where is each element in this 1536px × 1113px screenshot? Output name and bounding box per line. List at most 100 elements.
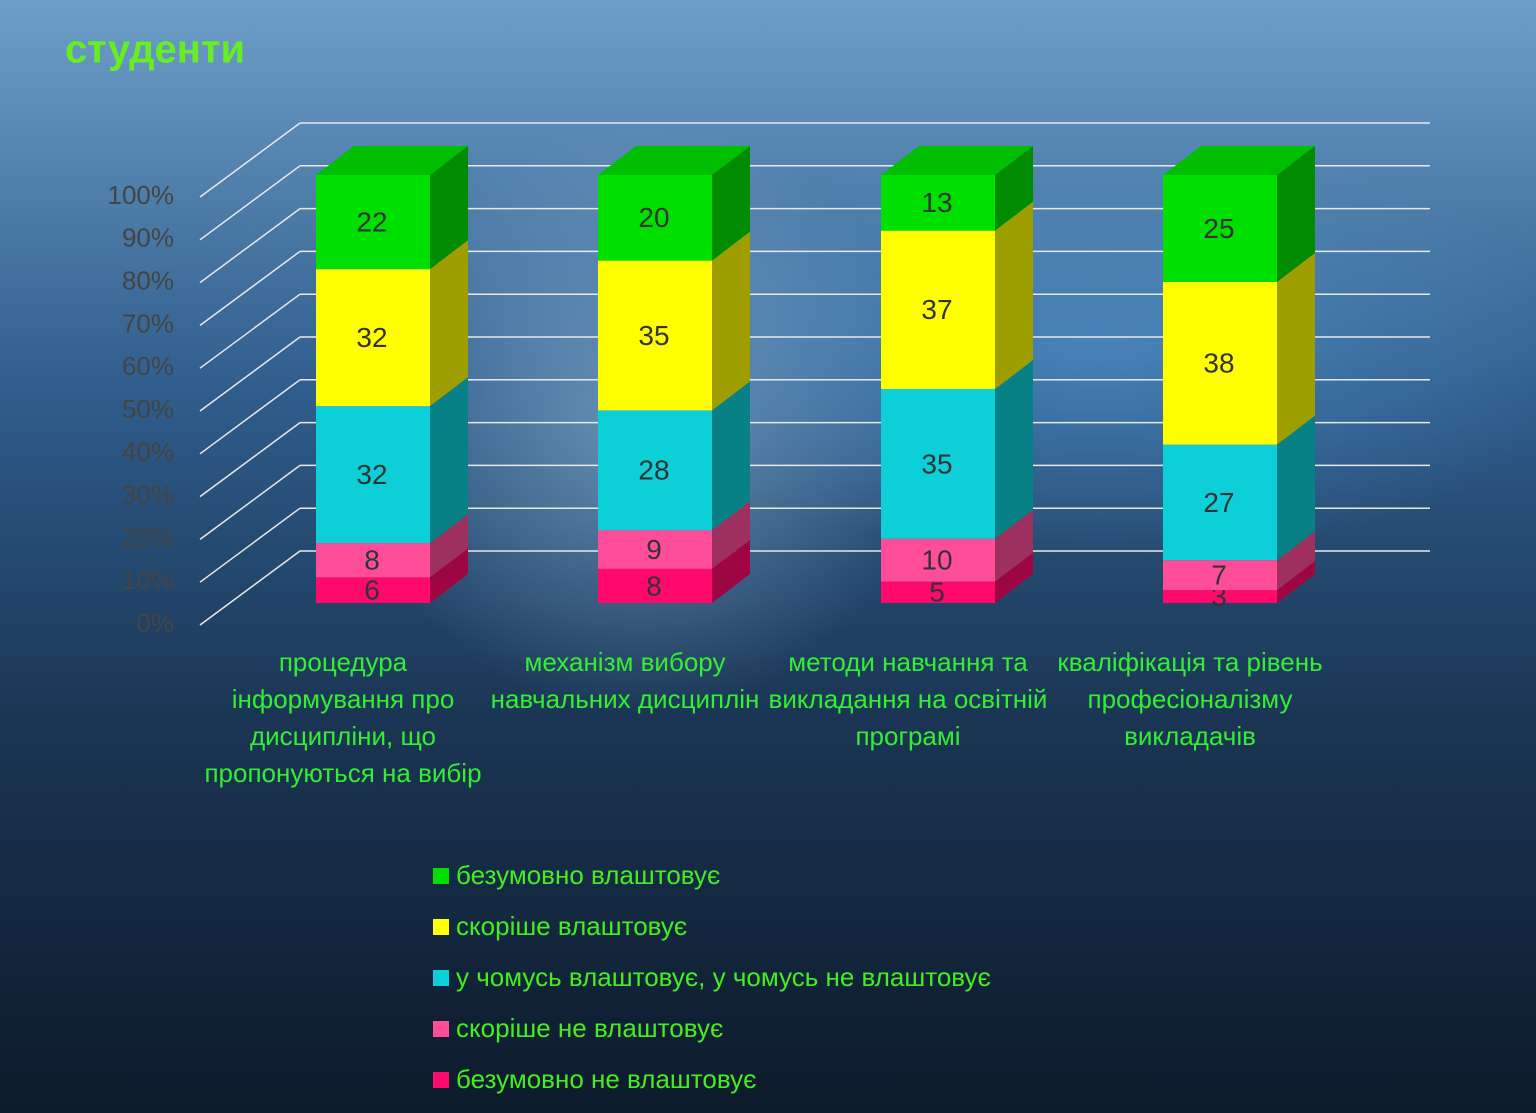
- bar-top: [1163, 146, 1315, 175]
- legend-swatch: [433, 1021, 449, 1037]
- bar: [1163, 444, 1277, 561]
- y-tick-label: 80%: [122, 265, 174, 295]
- data-label: 35: [921, 448, 952, 479]
- bar-side: [712, 501, 750, 569]
- bar: [881, 581, 995, 603]
- data-label: 13: [921, 187, 952, 218]
- bar: [316, 406, 430, 544]
- bar: [1163, 282, 1277, 445]
- grid-line: [199, 336, 301, 412]
- bar: [316, 543, 430, 578]
- bar: [316, 577, 430, 603]
- data-label: 32: [356, 322, 387, 353]
- grid-line: [199, 379, 301, 455]
- data-label: 7: [1211, 560, 1227, 591]
- bar-side: [1277, 415, 1315, 561]
- grid-line: [199, 122, 301, 198]
- grid-line: [199, 165, 301, 241]
- y-tick-label: 90%: [122, 223, 174, 253]
- legend-swatch: [433, 919, 449, 935]
- y-tick-label: 100%: [108, 180, 175, 210]
- legend-label: скоріше влаштовує: [456, 911, 687, 941]
- bar-side: [995, 552, 1033, 603]
- data-label: 32: [356, 459, 387, 490]
- bar-top: [598, 146, 750, 175]
- y-tick-label: 20%: [122, 522, 174, 552]
- data-label: 10: [921, 545, 952, 576]
- y-tick-label: 0%: [136, 608, 174, 638]
- y-tick-label: 60%: [122, 351, 174, 381]
- bar: [881, 389, 995, 539]
- bar: [1163, 560, 1277, 591]
- legend-swatch: [433, 868, 449, 884]
- data-label: 35: [638, 320, 669, 351]
- bar-top: [881, 146, 1033, 175]
- bar-side: [430, 377, 468, 544]
- bar-side: [430, 548, 468, 603]
- bar-side: [995, 509, 1033, 582]
- grid-line: [199, 507, 301, 583]
- legend-label: безумовно влаштовує: [456, 860, 720, 890]
- bar-side: [430, 146, 468, 270]
- grid-line: [199, 293, 301, 369]
- bar: [881, 175, 995, 231]
- bar-side: [430, 514, 468, 578]
- grid-line: [199, 250, 301, 327]
- bar: [881, 538, 995, 582]
- legend-label: безумовно не влаштовує: [456, 1064, 756, 1094]
- grid-line: [199, 550, 301, 626]
- x-tick-label: методи навчання та викладання на освітній…: [769, 647, 1048, 751]
- x-tick-label: кваліфікація та рівень професіоналізму вик…: [1057, 647, 1322, 751]
- bar-side: [712, 231, 750, 411]
- bar-side: [1277, 253, 1315, 445]
- bar: [598, 530, 712, 569]
- y-tick-label: 30%: [122, 479, 174, 509]
- legend-swatch: [433, 970, 449, 986]
- data-label: 8: [646, 570, 662, 601]
- data-label: 28: [638, 455, 669, 486]
- y-tick-label: 40%: [122, 437, 174, 467]
- bar: [598, 175, 712, 261]
- bar-side: [995, 360, 1033, 539]
- data-label: 27: [1203, 487, 1234, 518]
- grid-line: [199, 207, 301, 284]
- data-label: 25: [1203, 213, 1234, 244]
- grid-line: [199, 421, 301, 498]
- legend-label: скоріше не влаштовує: [456, 1013, 723, 1043]
- x-tick-label: процедура інформування про дисципліни, що п…: [204, 647, 481, 788]
- y-tick-label: 10%: [122, 565, 174, 595]
- bar: [598, 260, 712, 411]
- bar-side: [1277, 531, 1315, 591]
- data-label: 20: [638, 202, 669, 233]
- bar: [598, 568, 712, 603]
- legend-swatch: [433, 1072, 449, 1088]
- bar-top: [316, 146, 468, 175]
- data-label: 8: [364, 545, 380, 576]
- chart-title: студенти: [65, 28, 245, 72]
- bar-side: [712, 146, 750, 261]
- bar: [881, 230, 995, 389]
- bar-side: [712, 539, 750, 603]
- grid-line: [199, 464, 301, 541]
- bar: [1163, 175, 1277, 282]
- bar-side: [995, 201, 1033, 389]
- data-label: 37: [921, 294, 952, 325]
- data-label: 22: [356, 206, 387, 237]
- bar-side: [1277, 561, 1315, 603]
- data-label: 6: [364, 575, 380, 606]
- legend-label: у чомусь влаштовує, у чомусь не влаштову…: [456, 962, 991, 992]
- data-label: 5: [929, 577, 945, 608]
- bar-side: [712, 381, 750, 531]
- bar: [598, 410, 712, 531]
- bar-side: [995, 146, 1033, 231]
- x-tick-label: механізм вибору навчальних дисциплін: [491, 647, 760, 714]
- bar: [1163, 590, 1277, 603]
- data-label: 9: [646, 534, 662, 565]
- bar-side: [430, 240, 468, 407]
- bar: [316, 269, 430, 407]
- y-tick-label: 70%: [122, 308, 174, 338]
- y-tick-label: 50%: [122, 394, 174, 424]
- bar: [316, 175, 430, 270]
- data-label: 38: [1203, 348, 1234, 379]
